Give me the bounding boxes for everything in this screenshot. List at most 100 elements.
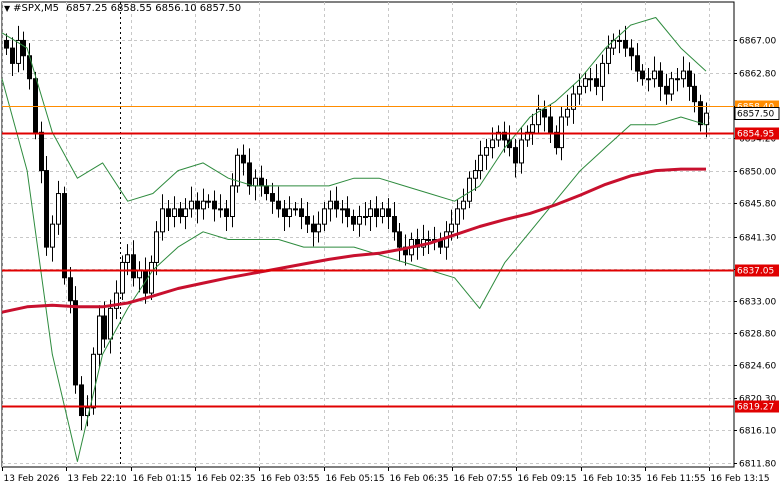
candle-body [178,208,183,218]
candle-body [392,216,397,233]
candle-body [311,223,316,233]
level-price-label: 6854.95 [737,130,774,140]
x-tick-label: 16 Feb 07:55 [454,474,513,484]
candle-body [652,70,657,80]
candle-body [259,177,264,187]
candle-body [357,216,362,225]
collapse-triangle-icon[interactable]: ▼ [4,4,11,13]
candle-body [172,208,177,218]
plot-area [1,1,735,468]
candle-body [548,116,553,133]
candle-body [224,208,229,218]
candle-body [68,277,73,302]
candle-body [195,200,200,210]
candle-body [212,200,217,210]
candle-body [189,200,194,210]
candle-body [525,131,530,141]
candle-body [108,307,113,340]
x-tick-label: 16 Feb 03:55 [261,474,320,484]
candle-body [692,85,697,103]
level-price-tag [735,400,779,413]
candle-body [363,216,368,219]
candle-body [183,208,188,218]
candle-body [594,78,599,87]
level-price-label: 6837.05 [737,267,774,277]
candle-body [559,116,564,149]
bollinger-upper-band [1,17,707,202]
candle-body [478,154,483,172]
last-price-tag [734,107,780,120]
candle-body [698,101,703,126]
candle-body [287,208,292,218]
candle-body [473,170,478,179]
candle-body [484,147,489,156]
y-tick-label: 6862.80 [739,70,776,80]
candle-body [502,131,507,141]
candle-body [577,85,582,95]
candle-body [218,208,223,211]
candle-body [681,70,686,80]
candle-body [328,200,333,210]
candle-body [91,353,96,409]
moving-average-line [1,167,706,314]
x-tick-label: 16 Feb 06:35 [390,474,449,484]
candle-body [658,70,663,87]
candle-body [490,139,495,149]
candle-body [160,208,165,233]
chart-symbol: #SPX,M5 [13,3,59,14]
candle-body [33,78,38,133]
candle-body [380,208,385,218]
candle-body [588,78,593,81]
candle-body [664,85,669,95]
candle-body [536,108,541,126]
candle-body [50,223,55,248]
candle-body [97,315,102,355]
candle-body [368,208,373,218]
candle-body [131,254,136,279]
candle-body [583,78,588,87]
candle-body [687,70,692,87]
candle-body [39,131,44,172]
candle-body [646,78,651,81]
candle-body [114,292,119,309]
y-tick-label: 6867.00 [739,37,776,47]
y-tick-label: 6841.30 [739,234,776,244]
candle-body [519,139,524,164]
candle-body [230,185,235,218]
candle-body [571,93,576,110]
candle-body [270,193,275,202]
y-tick-label: 6816.10 [739,427,776,437]
last-price-label: 6857.50 [737,110,774,120]
x-tick-label: 16 Feb 13:15 [711,474,770,484]
y-tick-label: 6824.60 [739,362,776,372]
candle-body [299,208,304,218]
candle-body [293,208,298,211]
x-tick-label: 16 Feb 01:15 [133,474,192,484]
candle-body [235,154,240,187]
candle-body [282,208,287,218]
candle-body [125,254,130,263]
y-tick-label: 6820.30 [739,395,776,405]
x-tick-label: 13 Feb 22:10 [68,474,127,484]
candle-body [426,238,431,241]
candle-body [600,62,605,87]
candle-body [247,162,252,187]
candle-body [565,108,570,118]
candle-body [606,47,611,64]
candle-body [334,200,339,210]
candle-body [397,231,402,248]
candle-body [102,315,107,340]
candle-body [4,39,9,49]
candle-body [154,231,159,263]
candle-body [322,208,327,225]
y-tick-label: 6845.80 [739,200,776,210]
y-tick-label: 6828.80 [739,330,776,340]
x-tick-label: 13 Feb 2026 [4,474,60,484]
level-price-label: 6819.27 [737,403,774,413]
candle-body [316,223,321,233]
candle-body [253,177,258,187]
candle-body [467,177,472,202]
candle-body [623,39,628,49]
